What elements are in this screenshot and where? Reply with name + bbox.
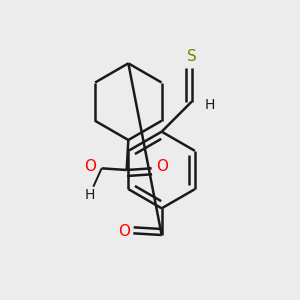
Text: H: H [85, 188, 95, 202]
Text: S: S [187, 49, 196, 64]
Text: H: H [205, 98, 215, 112]
Text: O: O [118, 224, 130, 239]
Text: O: O [156, 159, 168, 174]
Text: O: O [84, 159, 96, 174]
